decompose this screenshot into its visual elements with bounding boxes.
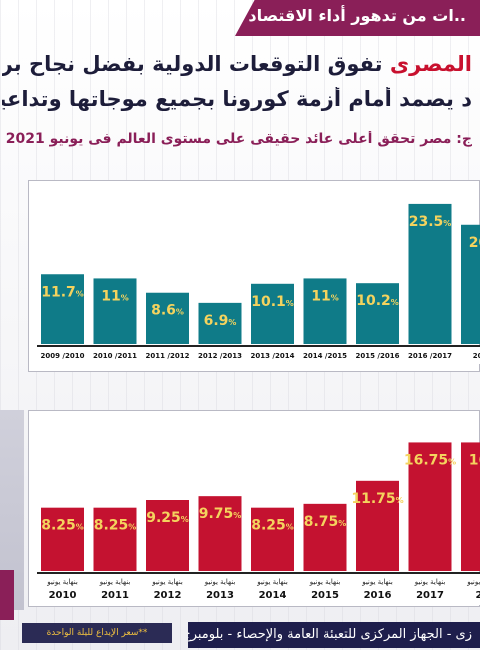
data-label-8: 23.5% xyxy=(409,214,452,230)
data-label-4: 6.9% xyxy=(204,313,237,329)
bar-7 xyxy=(356,480,399,571)
chart-subtitle: ج: مصر تحقق أعلى عائد حقيقى على مستوى ال… xyxy=(5,131,472,147)
headline-line-1: المصرى تفوق التوقعات الدولية بفضل نجاح ب… xyxy=(2,52,472,76)
unit-sign: % xyxy=(176,308,184,317)
tick-label-6: 2014 /2015 xyxy=(303,352,347,360)
tick-label-5: 2013 /2014 xyxy=(251,352,295,360)
top-banner-text: ..ات من تدهور أداء الاقتصاد xyxy=(248,6,466,25)
unit-sign: % xyxy=(286,523,294,532)
unit-sign: % xyxy=(233,511,241,520)
tick-prefix-8: بنهاية يونيو xyxy=(414,578,446,586)
chart-panel-rates: 8.25% 8.25% 9.25% 9.75% 8.25% 8.75% 11.75% 16.7… xyxy=(28,410,480,607)
unit-sign: % xyxy=(331,293,339,302)
bar-9 xyxy=(461,442,480,571)
data-label-8: 16.75% xyxy=(404,452,456,468)
bar-1 xyxy=(41,274,84,344)
bar-6 xyxy=(303,503,347,571)
axis-strip xyxy=(37,346,480,364)
unit-sign: % xyxy=(228,318,236,327)
tick-label-5: 2014 xyxy=(259,590,287,601)
tick-label-3: 2012 xyxy=(154,590,182,601)
unit-sign: % xyxy=(448,457,456,466)
data-label-1: 11.7% xyxy=(41,284,84,300)
tick-label-3: 2011 /2012 xyxy=(146,352,190,360)
tick-label-1: 2010 xyxy=(49,590,77,601)
unit-sign: % xyxy=(76,523,84,532)
tick-label-4: 2012 /2013 xyxy=(198,352,242,360)
data-label-7: 11.75% xyxy=(351,491,403,507)
chart-panel-returns: 11.7%11%8.6%6.9%10.1%11%10.2%23.5%20%200… xyxy=(28,180,480,372)
headline-accent: المصرى xyxy=(389,52,472,76)
bar-5 xyxy=(251,507,294,571)
unit-sign: % xyxy=(76,289,84,298)
tick-prefix-9: بنهاية يونيو xyxy=(466,578,480,586)
tick-label-7: 2016 xyxy=(364,590,392,601)
data-label-3: 8.6% xyxy=(151,303,184,319)
unit-sign: % xyxy=(391,298,399,307)
data-label-3: 9.25% xyxy=(146,510,189,526)
bar-7 xyxy=(356,283,399,344)
footnote: **سعر الإيداع لليلة الواحدة xyxy=(22,623,172,643)
side-accent xyxy=(0,570,14,620)
tick-prefix-6: بنهاية يونيو xyxy=(309,578,341,586)
bar-1 xyxy=(41,507,84,571)
bar-9 xyxy=(461,224,480,344)
tick-prefix-7: بنهاية يونيو xyxy=(361,578,393,586)
bar-2 xyxy=(93,278,137,344)
bar-3 xyxy=(146,292,189,344)
bar-8 xyxy=(408,442,452,571)
unit-sign: % xyxy=(396,496,404,505)
bar-4 xyxy=(198,496,242,571)
tick-label-6: 2015 xyxy=(311,590,339,601)
bar-5 xyxy=(251,283,294,344)
bar-8 xyxy=(408,203,452,344)
top-banner: ..ات من تدهور أداء الاقتصاد xyxy=(235,0,480,36)
tick-label-7: 2015 /2016 xyxy=(356,352,400,360)
headline-text-1: تفوق التوقعات الدولية بفضل نجاح برنامج ا… xyxy=(2,52,383,76)
tick-label-8: 2017 xyxy=(416,590,444,601)
bar-2 xyxy=(93,507,137,571)
data-label-4: 9.75% xyxy=(199,506,242,522)
data-label-6: 8.75% xyxy=(304,514,347,530)
unit-sign: % xyxy=(286,299,294,308)
bar-3 xyxy=(146,500,189,571)
unit-sign: % xyxy=(443,219,451,228)
unit-sign: % xyxy=(121,293,129,302)
tick-label-1: 2009 /2010 xyxy=(41,352,85,360)
unit-sign: % xyxy=(338,519,346,528)
data-label-1: 8.25% xyxy=(41,518,84,534)
data-label-5: 10.1% xyxy=(251,294,294,310)
bar-4 xyxy=(198,302,242,344)
source-bar: زى - الجهاز المركزى للتعبئة العامة والإح… xyxy=(188,622,480,648)
data-label-5: 8.25% xyxy=(251,518,294,534)
tick-prefix-3: بنهاية يونيو xyxy=(151,578,183,586)
interest-rate-bar-chart: 8.25% 8.25% 9.25% 9.75% 8.25% 8.75%11.75% 16.7… xyxy=(37,442,480,605)
tick-label-8: 2016 /2017 xyxy=(408,352,452,360)
unit-sign: % xyxy=(128,523,136,532)
tick-label-4: 2013 xyxy=(206,590,234,601)
returns-bar-chart: 11.7%11%8.6%6.9%10.1%11%10.2%23.5%20%200… xyxy=(37,203,480,364)
data-label-2: 8.25% xyxy=(94,518,137,534)
data-label-7: 10.2% xyxy=(356,293,399,309)
data-label-9: 20% xyxy=(469,235,480,251)
tick-label-2: 2011 xyxy=(101,590,129,601)
tick-prefix-4: بنهاية يونيو xyxy=(204,578,236,586)
tick-label-9: 20 xyxy=(476,590,480,601)
headline-line-2: د يصمد أمام أزمة كورونا بجميع موجاتها وت… xyxy=(2,87,472,111)
axis-strip xyxy=(37,573,480,605)
footer: **سعر الإيداع لليلة الواحدة زى - الجهاز … xyxy=(0,608,480,650)
bar-6 xyxy=(303,278,347,344)
tick-prefix-1: بنهاية يونيو xyxy=(46,578,78,586)
tick-label-9: 2017 xyxy=(473,352,480,360)
data-label-9: 16% xyxy=(469,452,480,468)
unit-sign: % xyxy=(181,515,189,524)
tick-label-2: 2010 /2011 xyxy=(93,352,137,360)
tick-prefix-5: بنهاية يونيو xyxy=(256,578,288,586)
tick-prefix-2: بنهاية يونيو xyxy=(99,578,131,586)
